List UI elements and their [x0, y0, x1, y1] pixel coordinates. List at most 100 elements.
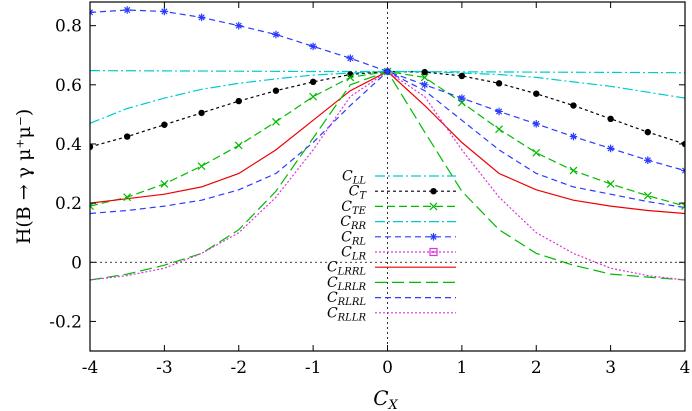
series-line-ll [90, 70, 685, 124]
axis-titles: C X H(B → γ μ⁺μ⁻) [13, 109, 399, 411]
point-t [495, 80, 503, 87]
axis-ticks [89, 2, 686, 351]
point-rl [420, 81, 429, 89]
legend-label-main: C [327, 275, 338, 291]
y-tick-label: -0.2 [49, 312, 82, 332]
point-te [569, 166, 578, 175]
legend-label-sub: LL [352, 176, 367, 187]
x-tick-label: 3 [605, 358, 616, 378]
point-rl [532, 120, 541, 128]
x-tick-label: -4 [82, 358, 99, 378]
y-tick-label: 0.4 [55, 135, 82, 155]
legend-label-lr: CLR [341, 245, 366, 263]
legend-label-main: C [341, 229, 352, 245]
legend-label-lrrl: CLRRL [327, 260, 366, 278]
point-te [90, 202, 94, 211]
legend-label-rllr: CRLLR [327, 305, 367, 323]
point-rl [197, 13, 206, 22]
tick-labels: -4 -3 -2 -1 0 1 2 3 4 -0.2 0 0.2 0.4 0.6 0.8 [49, 17, 690, 378]
legend-label-main: C [327, 305, 338, 321]
point-rl [309, 42, 317, 51]
legend-label-sub: LRLR [337, 282, 367, 293]
legend-label-t: CT [349, 184, 368, 202]
point-rl [272, 30, 280, 39]
point-t [161, 121, 168, 128]
series-markers [90, 6, 685, 211]
point-rl [458, 94, 466, 102]
x-tick-label: -1 [305, 358, 322, 378]
point-t [421, 68, 428, 76]
legend-marker-lr [429, 247, 438, 257]
point-rl [495, 107, 503, 116]
point-rl [606, 144, 615, 153]
point-t [607, 115, 614, 123]
point-t [235, 97, 242, 105]
legend-label-sub: RLRL [337, 297, 367, 308]
point-t [309, 78, 317, 86]
point-rl [346, 54, 355, 62]
legend-label-main: C [349, 184, 360, 200]
legend-marker-lr-center [432, 251, 435, 253]
legend-label-sub: T [359, 191, 367, 202]
legend-label-rr: CRR [340, 214, 366, 232]
point-te [197, 162, 206, 171]
y-tick-label: 0 [71, 253, 82, 273]
legend-label-sub: RLLR [337, 312, 367, 323]
legend-label-sub: RL [351, 236, 367, 247]
legend-label-main: C [341, 245, 352, 261]
point-t [458, 72, 466, 80]
point-rl [569, 132, 578, 141]
y-tick-label: 0.6 [55, 76, 82, 96]
x-axis-title-sub: X [388, 398, 399, 411]
legend-label-sub: LRRL [337, 267, 367, 278]
point-te [272, 117, 280, 126]
y-axis-title: H(B → γ μ⁺μ⁻) [13, 109, 35, 245]
point-rl [644, 156, 652, 165]
point-te [532, 148, 541, 157]
legend-label-main: C [327, 290, 338, 306]
series-line-rllr [90, 70, 685, 281]
point-rl [234, 21, 243, 30]
point-te [420, 73, 429, 82]
point-t [644, 128, 652, 136]
point-t [533, 90, 540, 97]
series-line-rl [90, 9, 685, 172]
point-te [643, 191, 652, 200]
point-te [234, 141, 243, 150]
legend-label-rlrl: CRLRL [327, 290, 366, 308]
legend-label-main: C [341, 199, 352, 215]
point-t [123, 133, 131, 140]
legend-label-main: C [342, 169, 353, 185]
legend-label-sub: TE [352, 206, 367, 217]
point-te [160, 179, 169, 188]
legend-label-ll: CLL [342, 169, 366, 187]
point-t [570, 102, 577, 109]
legend-label-main: C [327, 260, 338, 276]
legend-label-rl: CRL [341, 229, 366, 247]
point-te [681, 202, 685, 211]
legend-label-sub: LR [351, 252, 367, 263]
point-te [123, 193, 132, 202]
legend-marker-te [429, 202, 438, 211]
x-tick-label: 1 [456, 358, 467, 378]
series-lines [90, 9, 685, 281]
y-tick-label: 0.2 [55, 194, 82, 214]
point-t [272, 87, 280, 94]
legend-marker-t [430, 188, 437, 195]
point-t [198, 109, 205, 117]
point-te [309, 92, 318, 101]
y-tick-label: 0.8 [55, 17, 82, 37]
legend-label-te: CTE [341, 199, 366, 217]
legend-label-lrlr: CLRLR [327, 275, 367, 293]
point-rl [123, 6, 131, 14]
point-rl [383, 67, 392, 76]
point-te [606, 179, 615, 188]
x-tick-label: -2 [230, 358, 247, 378]
point-te [495, 125, 503, 134]
legend-label-main: C [340, 214, 351, 230]
point-te [346, 73, 355, 82]
x-tick-label: 4 [680, 358, 691, 378]
legend-label-sub: RR [350, 221, 367, 232]
